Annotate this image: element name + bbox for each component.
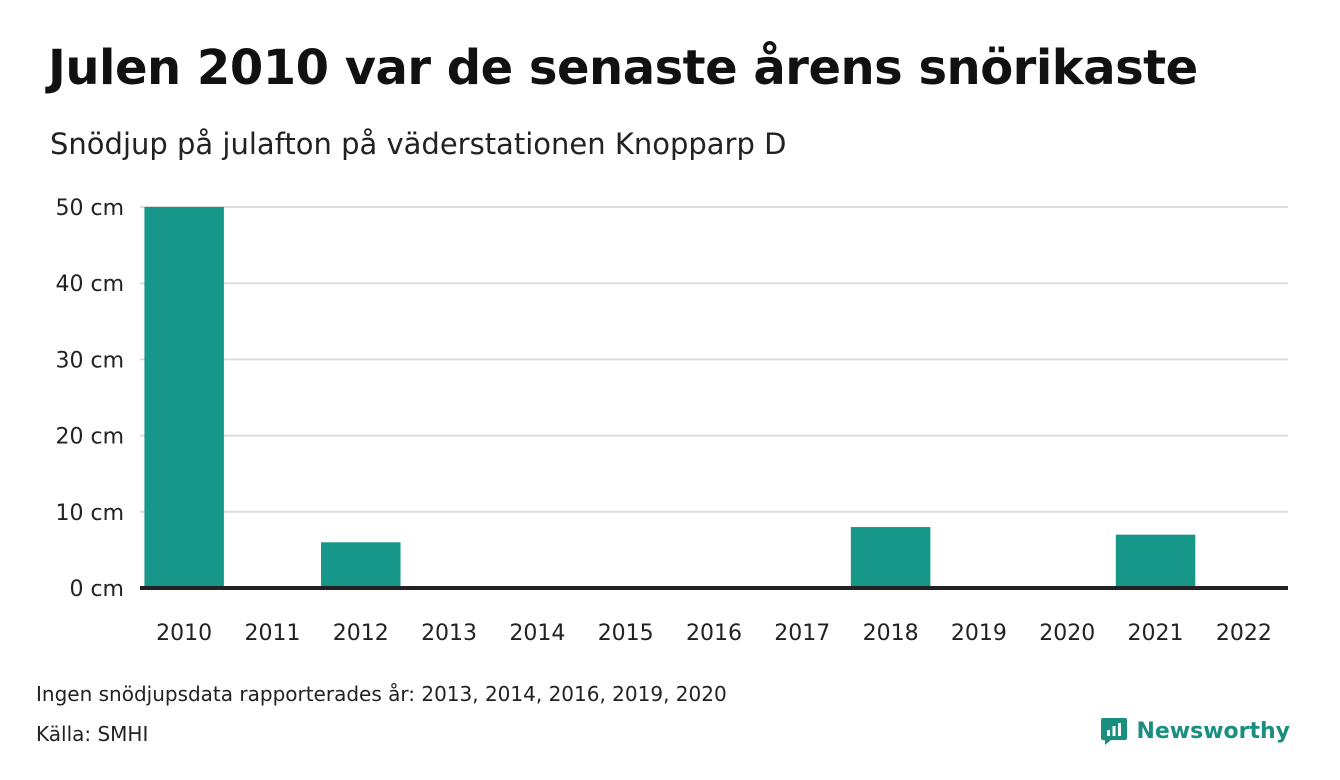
x-tick-label: 2020 xyxy=(1039,621,1095,646)
y-tick-label: 20 cm xyxy=(55,425,124,450)
y-tick-label: 50 cm xyxy=(55,196,124,221)
y-tick-label: 10 cm xyxy=(55,501,124,526)
bar-2010 xyxy=(144,207,224,588)
x-tick-label: 2010 xyxy=(156,621,212,646)
x-axis-ticks: 2010 2011 2012 2013 2014 2015 2016 2017 2018 2019… xyxy=(156,621,1272,646)
y-axis-ticks: 0 cm 10 cm 20 cm 30 cm 40 cm 50 cm xyxy=(55,196,124,602)
newsworthy-logo-icon xyxy=(1101,718,1128,745)
x-tick-label: 2013 xyxy=(421,621,477,646)
x-tick-label: 2016 xyxy=(686,621,742,646)
x-tick-label: 2019 xyxy=(951,621,1007,646)
source-label: Källa: SMHI xyxy=(36,722,149,746)
x-tick-label: 2021 xyxy=(1128,621,1184,646)
y-tick-label: 40 cm xyxy=(55,272,124,297)
x-tick-label: 2015 xyxy=(598,621,654,646)
bars xyxy=(144,207,1196,588)
x-tick-label: 2012 xyxy=(333,621,389,646)
chart-subtitle: Snödjup på julafton på väderstationen Kn… xyxy=(50,127,787,161)
no-data-note: Ingen snödjupsdata rapporterades år: 201… xyxy=(36,682,727,706)
chart-title: Julen 2010 var de senaste årens snörikas… xyxy=(48,40,1198,96)
grid-lines xyxy=(140,206,1288,513)
x-tick-label: 2017 xyxy=(774,621,830,646)
x-tick-label: 2022 xyxy=(1216,621,1272,646)
bar-2021 xyxy=(1115,534,1196,588)
x-tick-label: 2018 xyxy=(863,621,919,646)
y-tick-label: 30 cm xyxy=(55,348,124,373)
x-tick-label: 2011 xyxy=(244,621,300,646)
y-tick-label: 0 cm xyxy=(69,577,124,602)
x-tick-label: 2014 xyxy=(509,621,565,646)
bar-2012 xyxy=(321,542,401,588)
bar-2018 xyxy=(850,527,931,588)
brand: Newsworthy xyxy=(1100,716,1290,746)
brand-name: Newsworthy xyxy=(1136,718,1290,744)
